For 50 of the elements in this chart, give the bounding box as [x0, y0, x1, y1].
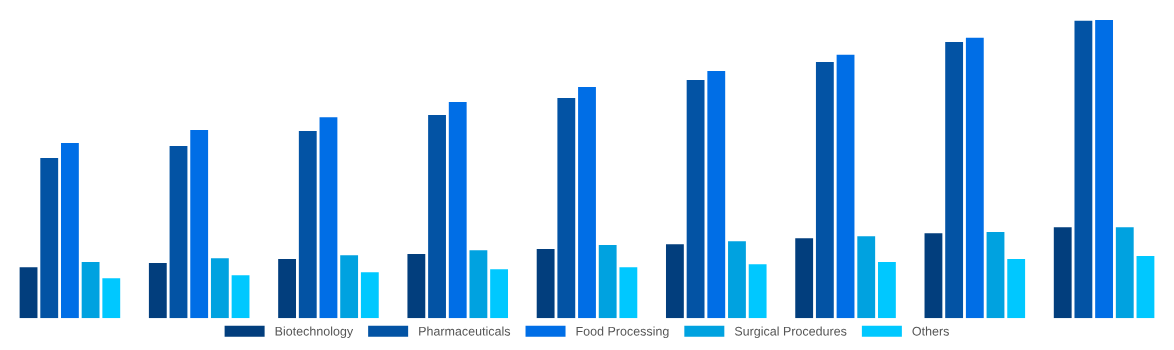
- bar: [924, 233, 943, 319]
- bar: [857, 236, 876, 319]
- bar: [877, 262, 896, 319]
- bar: [40, 158, 59, 319]
- bar: [490, 269, 509, 319]
- bar: [1115, 227, 1134, 319]
- bar: [707, 70, 726, 319]
- bar: [190, 129, 209, 319]
- bar: [319, 117, 338, 319]
- bar: [815, 62, 834, 319]
- bar: [1136, 256, 1155, 319]
- bar: [557, 98, 576, 319]
- bar: [945, 42, 964, 319]
- bar: [665, 244, 684, 319]
- bar: [795, 238, 814, 319]
- bar: [148, 262, 167, 319]
- bar: [686, 79, 705, 319]
- bar: [536, 248, 555, 319]
- bar: [448, 101, 467, 319]
- bar: [965, 37, 984, 319]
- bar: [231, 275, 250, 319]
- bar: [1074, 20, 1093, 319]
- bar: [578, 87, 596, 319]
- legend-label: Others: [912, 326, 949, 336]
- bar: [19, 267, 38, 319]
- bar: [60, 143, 79, 319]
- bar: [1095, 19, 1114, 319]
- bar: [360, 272, 379, 319]
- bar: [81, 262, 100, 319]
- bar: [428, 115, 446, 319]
- bar: [169, 146, 188, 319]
- bar: [298, 130, 317, 319]
- legend-label: Biotechnology: [275, 326, 354, 339]
- bar: [598, 245, 617, 319]
- bar: [102, 278, 121, 319]
- bar: [210, 258, 229, 319]
- bar: [836, 54, 855, 319]
- legend-label: Food Processing: [576, 326, 669, 339]
- bar: [1053, 227, 1072, 319]
- bar: [278, 259, 297, 319]
- bar: [1007, 259, 1026, 319]
- legend-label: Surgical Procedures: [734, 326, 847, 339]
- bar: [469, 250, 488, 319]
- legend-label: Pharmaceuticals: [419, 326, 511, 336]
- bar: [748, 264, 767, 319]
- bar: [340, 255, 359, 319]
- bar: [619, 267, 638, 319]
- bar: [407, 254, 426, 319]
- bar: [986, 231, 1005, 319]
- bar: [728, 241, 746, 319]
